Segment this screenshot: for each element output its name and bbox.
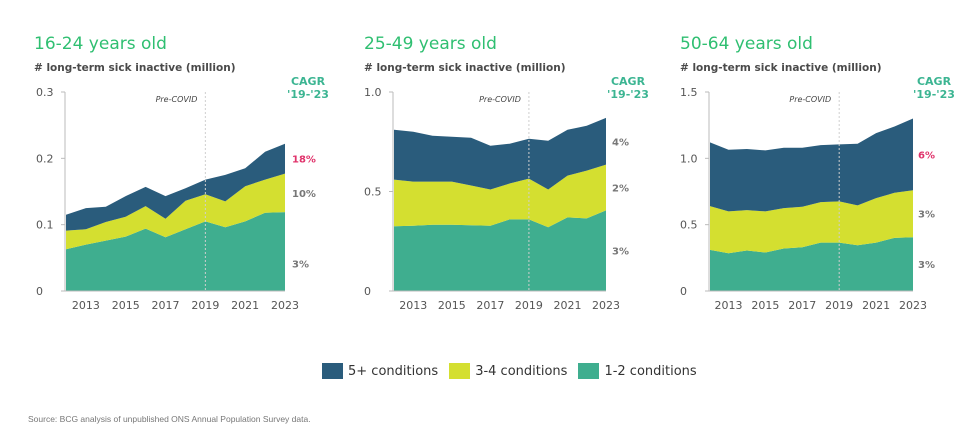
x-tick-label: 2013	[399, 299, 427, 312]
x-tick-label: 2019	[515, 299, 543, 312]
x-tick-label: 2015	[438, 299, 466, 312]
y-tick-label: 1.0	[364, 86, 382, 99]
x-tick-label: 2017	[152, 299, 180, 312]
x-tick-label: 2013	[72, 299, 100, 312]
x-tick-label: 2017	[788, 299, 816, 312]
panel-ylabel: # long-term sick inactive (million)	[34, 62, 236, 74]
y-tick-label: 0	[364, 285, 371, 298]
panel-title: 50-64 years old	[680, 34, 813, 54]
cagr-value: 3%	[612, 247, 629, 258]
area-5plus	[710, 118, 913, 212]
panel-ylabel: # long-term sick inactive (million)	[680, 62, 882, 74]
area-3-4	[710, 190, 913, 254]
x-tick-label: 2021	[862, 299, 890, 312]
panel-title: 25-49 years old	[364, 34, 497, 54]
y-tick-label: 1.0	[680, 152, 698, 165]
x-tick-label: 2015	[751, 299, 779, 312]
legend-swatch-5plus	[322, 363, 343, 379]
y-tick-label: 0.5	[680, 219, 698, 232]
x-tick-label: 2021	[231, 299, 259, 312]
x-tick-label: 2017	[476, 299, 504, 312]
legend-label-1-2: 1-2 conditions	[604, 363, 697, 379]
legend-label-5plus: 5+ conditions	[348, 363, 439, 379]
legend-label-3-4: 3-4 conditions	[475, 363, 568, 379]
y-tick-label: 1.5	[680, 86, 698, 99]
y-tick-label: 0	[680, 285, 687, 298]
area-3-4	[66, 173, 285, 250]
x-tick-label: 2021	[553, 299, 581, 312]
x-tick-label: 2023	[899, 299, 927, 312]
area-1-2	[66, 212, 285, 291]
legend-swatch-1-2	[578, 363, 600, 379]
cagr-value: 3%	[918, 260, 935, 271]
x-tick-label: 2015	[112, 299, 140, 312]
panel-ylabel: # long-term sick inactive (million)	[364, 62, 566, 74]
area-1-2	[710, 237, 913, 291]
area-1-2	[394, 210, 606, 291]
x-tick-label: 2023	[592, 299, 620, 312]
x-tick-label: 2023	[271, 299, 299, 312]
x-tick-label: 2019	[191, 299, 219, 312]
y-tick-label: 0.1	[36, 219, 54, 232]
cagr-header-period: '19-'23	[607, 88, 649, 101]
area-5plus	[394, 117, 606, 190]
precovid-label: Pre-COVID	[479, 95, 521, 104]
cagr-value: 10%	[292, 189, 316, 200]
legend-swatch-3-4	[449, 363, 471, 379]
legend: 5+ conditions 3-4 conditions 1-2 conditi…	[322, 363, 708, 379]
cagr-value: 2%	[612, 184, 629, 195]
cagr-value: 18%	[292, 155, 316, 166]
x-tick-label: 2013	[714, 299, 742, 312]
x-tick-label: 2019	[825, 299, 853, 312]
legend-item-1-2: 1-2 conditions	[578, 363, 697, 379]
cagr-header: CAGR	[291, 75, 326, 88]
cagr-header-period: '19-'23	[287, 88, 329, 101]
y-tick-label: 0	[36, 285, 43, 298]
legend-item-5plus: 5+ conditions	[322, 363, 438, 379]
source-note: Source: BCG analysis of unpublished ONS …	[28, 414, 311, 424]
cagr-value: 6%	[918, 150, 935, 161]
cagr-header: CAGR	[611, 75, 646, 88]
y-tick-label: 0.3	[36, 86, 54, 99]
cagr-header: CAGR	[917, 75, 952, 88]
y-tick-label: 0.2	[36, 152, 54, 165]
cagr-header-period: '19-'23	[913, 88, 955, 101]
precovid-label: Pre-COVID	[789, 95, 831, 104]
y-tick-label: 0.5	[364, 186, 382, 199]
cagr-value: 4%	[612, 137, 629, 148]
area-3-4	[394, 164, 606, 228]
precovid-label: Pre-COVID	[156, 95, 198, 104]
area-5plus	[66, 143, 285, 231]
legend-item-3-4: 3-4 conditions	[449, 363, 567, 379]
cagr-value: 3%	[918, 210, 935, 221]
panel-title: 16-24 years old	[34, 34, 167, 54]
cagr-value: 3%	[292, 259, 309, 270]
